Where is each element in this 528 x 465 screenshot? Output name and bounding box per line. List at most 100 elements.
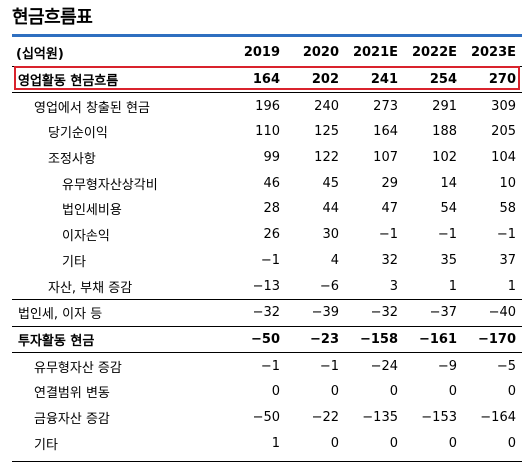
row-value: 0	[330, 384, 339, 400]
row-label: 유무형자산 증감	[34, 360, 122, 376]
table-row: 영업에서 창출된 현금 196 240 273 291 309	[12, 93, 522, 119]
table-row: 기타 −1 4 32 35 37	[12, 248, 522, 274]
row-value: 0	[330, 435, 339, 451]
table-row: 이자손익 26 30 −1 −1 −1	[12, 222, 522, 248]
row-value: 0	[507, 384, 516, 400]
table-row: 자산, 부채 증감 −13 −6 3 1 1	[12, 273, 522, 300]
row-value: −1	[496, 227, 516, 243]
table-row: 유무형자산상각비 46 45 29 14 10	[12, 170, 522, 196]
row-value: 35	[440, 252, 457, 268]
row-label: 영업에서 창출된 현금	[34, 100, 150, 116]
row-value: 202	[286, 66, 345, 94]
row-label: 자산, 부채 증감	[12, 273, 227, 300]
table-row: 연결범위 변동 0 0 0 0 0	[12, 379, 522, 405]
table-row: 법인세비용 28 44 47 54 58	[12, 196, 522, 222]
row-value: 4	[330, 252, 339, 268]
row-value: 104	[491, 150, 516, 166]
row-value: 44	[322, 201, 339, 217]
row-value: 26	[263, 227, 280, 243]
row-value: 0	[271, 384, 280, 400]
year-header: 2021E	[345, 40, 404, 67]
cash-flow-table: (십억원) 2019 2020 2021E 2022E 2023E 영업활동 현…	[12, 40, 522, 456]
year-header: 2020	[286, 40, 345, 67]
row-value: 46	[263, 175, 280, 191]
row-value: 1	[404, 273, 463, 300]
row-value: −13	[227, 273, 286, 300]
row-value: 58	[499, 201, 516, 217]
row-value: 122	[314, 150, 339, 166]
row-value: 14	[440, 175, 457, 191]
row-value: 196	[255, 98, 280, 114]
row-label: 금융자산 증감	[34, 411, 110, 427]
row-value: −158	[345, 326, 404, 354]
row-value: 240	[314, 98, 339, 114]
row-value: 188	[432, 124, 457, 140]
unit-label: (십억원)	[12, 40, 227, 67]
row-label: 영업활동 현금흐름	[12, 66, 227, 94]
row-value: 99	[263, 150, 280, 166]
row-value: 110	[255, 124, 280, 140]
row-value: −37	[404, 299, 463, 327]
row-value: −9	[437, 358, 457, 374]
row-value: 45	[322, 175, 339, 191]
table-bottom-rule	[12, 461, 522, 462]
row-value: 254	[404, 66, 463, 94]
row-label: 연결범위 변동	[34, 386, 110, 402]
table-row: 유무형자산 증감 −1 −1 −24 −9 −5	[12, 353, 522, 379]
row-value: −1	[319, 358, 339, 374]
year-header: 2019	[227, 40, 286, 67]
row-value: 1	[271, 435, 280, 451]
table-header-row: (십억원) 2019 2020 2021E 2022E 2023E	[12, 40, 522, 67]
row-value: 0	[507, 435, 516, 451]
row-label: 법인세, 이자 등	[12, 299, 227, 327]
row-value: −1	[378, 227, 398, 243]
row-value: −161	[404, 326, 463, 354]
table-row: 투자활동 현금 −50 −23 −158 −161 −170	[12, 326, 522, 354]
table-row: 영업활동 현금흐름 164 202 241 254 270	[12, 66, 522, 94]
row-label: 유무형자산상각비	[62, 177, 158, 193]
row-value: 309	[491, 98, 516, 114]
row-value: 164	[227, 66, 286, 94]
row-value: −32	[345, 299, 404, 327]
row-value: −1	[260, 252, 280, 268]
row-value: −39	[286, 299, 345, 327]
row-value: 30	[322, 227, 339, 243]
row-value: 32	[381, 252, 398, 268]
row-value: −22	[311, 409, 339, 425]
title-underline	[12, 34, 522, 37]
row-value: 270	[463, 66, 522, 94]
table-row: 금융자산 증감 −50 −22 −135 −153 −164	[12, 405, 522, 431]
row-value: −32	[227, 299, 286, 327]
row-value: 125	[314, 124, 339, 140]
row-value: −1	[260, 358, 280, 374]
row-value: 29	[381, 175, 398, 191]
row-value: −23	[286, 326, 345, 354]
table-row: 당기순이익 110 125 164 188 205	[12, 119, 522, 145]
row-value: −135	[362, 409, 398, 425]
row-value: −1	[437, 227, 457, 243]
row-value: 28	[263, 201, 280, 217]
row-value: 164	[373, 124, 398, 140]
row-value: 0	[389, 435, 398, 451]
row-value: 0	[389, 384, 398, 400]
row-value: 0	[448, 435, 457, 451]
row-value: 47	[381, 201, 398, 217]
row-label: 조정사항	[48, 152, 96, 168]
row-value: −40	[463, 299, 522, 327]
table-row: 조정사항 99 122 107 102 104	[12, 145, 522, 171]
row-value: −24	[370, 358, 398, 374]
row-label: 기타	[62, 254, 86, 270]
row-label: 기타	[34, 437, 58, 453]
row-value: −6	[286, 273, 345, 300]
row-value: 107	[373, 150, 398, 166]
row-value: −170	[463, 326, 522, 354]
page-title: 현금흐름표	[12, 7, 93, 28]
table-row: 법인세, 이자 등 −32 −39 −32 −37 −40	[12, 299, 522, 327]
row-value: 291	[432, 98, 457, 114]
row-value: 241	[345, 66, 404, 94]
row-value: 10	[499, 175, 516, 191]
row-value: 0	[448, 384, 457, 400]
row-value: −50	[227, 326, 286, 354]
table-row: 기타 1 0 0 0 0	[12, 430, 522, 456]
row-value: 54	[440, 201, 457, 217]
